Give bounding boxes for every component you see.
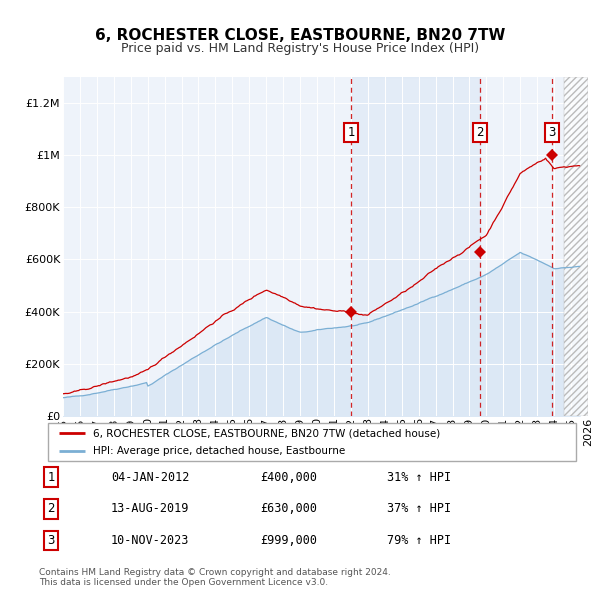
Text: 3: 3: [47, 534, 55, 547]
Text: HPI: Average price, detached house, Eastbourne: HPI: Average price, detached house, East…: [93, 446, 345, 456]
Text: 6, ROCHESTER CLOSE, EASTBOURNE, BN20 7TW: 6, ROCHESTER CLOSE, EASTBOURNE, BN20 7TW: [95, 28, 505, 43]
Text: 1: 1: [347, 126, 355, 139]
Text: £999,000: £999,000: [260, 534, 317, 547]
Text: 6, ROCHESTER CLOSE, EASTBOURNE, BN20 7TW (detached house): 6, ROCHESTER CLOSE, EASTBOURNE, BN20 7TW…: [93, 428, 440, 438]
Bar: [351, 77, 480, 416]
Text: £630,000: £630,000: [260, 503, 317, 516]
Bar: [564, 77, 588, 416]
Text: 37% ↑ HPI: 37% ↑ HPI: [387, 503, 451, 516]
Text: 13-AUG-2019: 13-AUG-2019: [111, 503, 189, 516]
Text: Contains HM Land Registry data © Crown copyright and database right 2024.
This d: Contains HM Land Registry data © Crown c…: [39, 568, 391, 587]
Text: 10-NOV-2023: 10-NOV-2023: [111, 534, 189, 547]
Text: 2: 2: [476, 126, 484, 139]
Text: 2: 2: [47, 503, 55, 516]
Bar: [564, 77, 588, 416]
Text: 1: 1: [47, 471, 55, 484]
Text: Price paid vs. HM Land Registry's House Price Index (HPI): Price paid vs. HM Land Registry's House …: [121, 42, 479, 55]
Text: 31% ↑ HPI: 31% ↑ HPI: [387, 471, 451, 484]
Text: 79% ↑ HPI: 79% ↑ HPI: [387, 534, 451, 547]
Text: 3: 3: [548, 126, 556, 139]
Text: 04-JAN-2012: 04-JAN-2012: [111, 471, 189, 484]
Text: £400,000: £400,000: [260, 471, 317, 484]
